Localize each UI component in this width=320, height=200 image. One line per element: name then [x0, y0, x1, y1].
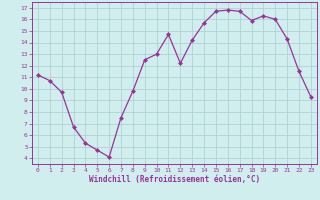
X-axis label: Windchill (Refroidissement éolien,°C): Windchill (Refroidissement éolien,°C) [89, 175, 260, 184]
